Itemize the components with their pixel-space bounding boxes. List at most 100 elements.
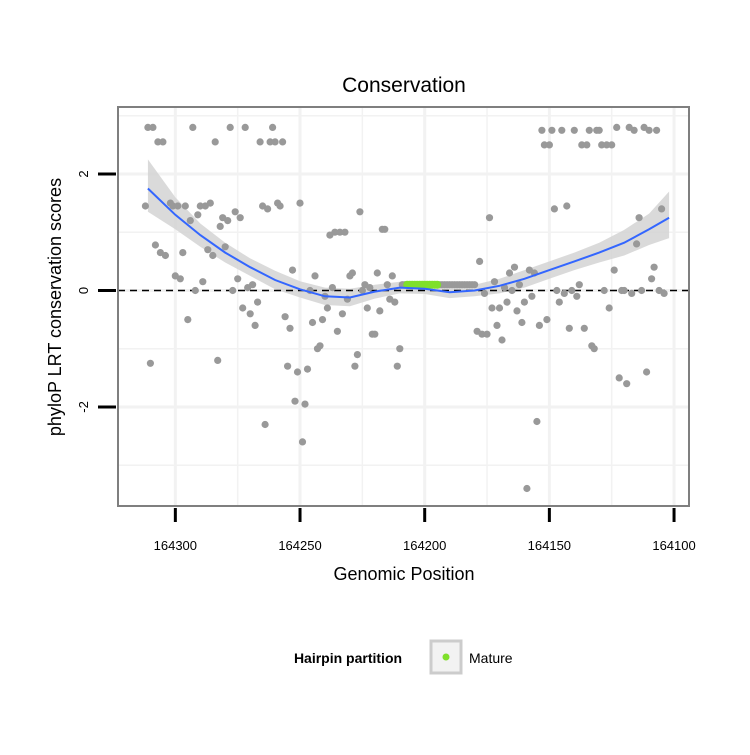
score-point (605, 304, 613, 312)
score-point (620, 286, 628, 295)
score-point (650, 263, 658, 271)
score-point (635, 214, 643, 222)
y-tick-label: 0 (76, 287, 91, 294)
score-point (149, 123, 157, 131)
legend: Hairpin partition Mature (294, 639, 513, 675)
y-tick-label: 2 (76, 170, 91, 177)
score-point (623, 380, 631, 388)
score-point (226, 123, 234, 131)
x-tick-label: 164100 (652, 538, 695, 553)
score-point (179, 249, 187, 257)
score-point (199, 278, 207, 286)
score-point (284, 362, 292, 370)
score-point (249, 281, 257, 289)
score-point (376, 307, 384, 315)
score-point (585, 126, 593, 134)
score-point (598, 141, 606, 149)
score-point (628, 289, 636, 297)
score-point (276, 202, 284, 210)
score-point (518, 318, 526, 327)
score-point (575, 281, 583, 289)
score-point (495, 304, 504, 312)
score-point (256, 138, 264, 146)
score-point (568, 286, 576, 295)
x-axis: 164300 164250 164200 164150 164100 (154, 508, 696, 553)
score-point (603, 141, 611, 149)
y-tick-label: -2 (76, 401, 91, 413)
confidence-band (147, 159, 670, 307)
score-point (341, 228, 349, 236)
score-point (196, 202, 204, 210)
score-point (254, 298, 262, 306)
score-point (154, 138, 162, 146)
score-point (555, 298, 563, 306)
score-point (296, 199, 304, 207)
score-point (184, 316, 192, 324)
score-point (630, 126, 638, 134)
mature-points (403, 280, 442, 289)
score-point (533, 417, 541, 426)
score-point (286, 324, 294, 332)
score-point (181, 202, 189, 210)
score-point (353, 351, 361, 359)
score-point (333, 327, 341, 335)
x-tick-label: 164150 (528, 538, 571, 553)
score-point (189, 123, 197, 131)
chart-title: Conservation (342, 74, 466, 97)
score-point (613, 123, 621, 131)
plot-panel (118, 107, 689, 506)
score-point (498, 336, 506, 344)
score-point (488, 304, 496, 312)
score-point (211, 138, 219, 146)
score-point (653, 126, 661, 134)
score-point (161, 251, 169, 260)
score-point (288, 266, 297, 274)
score-point (391, 298, 399, 306)
score-point (643, 368, 651, 376)
score-point (291, 397, 299, 405)
score-point (505, 269, 514, 277)
score-point (396, 345, 404, 353)
score-point (476, 257, 484, 265)
score-point (565, 324, 573, 332)
score-point (298, 438, 307, 446)
x-axis-title: Genomic Position (333, 564, 474, 584)
score-point (388, 272, 396, 280)
score-point (573, 292, 581, 300)
score-point (485, 214, 494, 222)
score-point (206, 199, 214, 207)
score-point (141, 202, 149, 210)
score-point (239, 304, 247, 312)
panel-frame (117, 106, 690, 507)
score-point (570, 126, 578, 134)
score-point (600, 286, 608, 295)
score-point (648, 275, 656, 283)
score-point (241, 123, 249, 131)
y-axis: -2 0 2 (76, 170, 116, 413)
score-point (608, 141, 616, 149)
confidence-ribbon (147, 159, 670, 307)
score-point (658, 205, 666, 213)
score-point (176, 275, 184, 283)
score-point (545, 141, 554, 149)
score-point (261, 420, 269, 429)
score-point (615, 374, 623, 382)
score-point (151, 241, 159, 249)
score-point (528, 292, 536, 300)
score-point (216, 222, 224, 230)
score-point (543, 316, 551, 324)
score-point (538, 126, 546, 134)
score-point (204, 246, 212, 254)
legend-mature-dot (442, 653, 450, 661)
score-point (281, 313, 289, 321)
x-tick-label: 164300 (154, 538, 197, 553)
score-point (366, 284, 374, 292)
score-point (645, 126, 653, 134)
score-point (318, 316, 327, 324)
score-point (194, 211, 202, 219)
legend-mature-label: Mature (469, 650, 513, 666)
score-point (478, 330, 486, 338)
score-point (371, 330, 379, 338)
score-point (209, 251, 217, 260)
score-point (483, 330, 491, 338)
